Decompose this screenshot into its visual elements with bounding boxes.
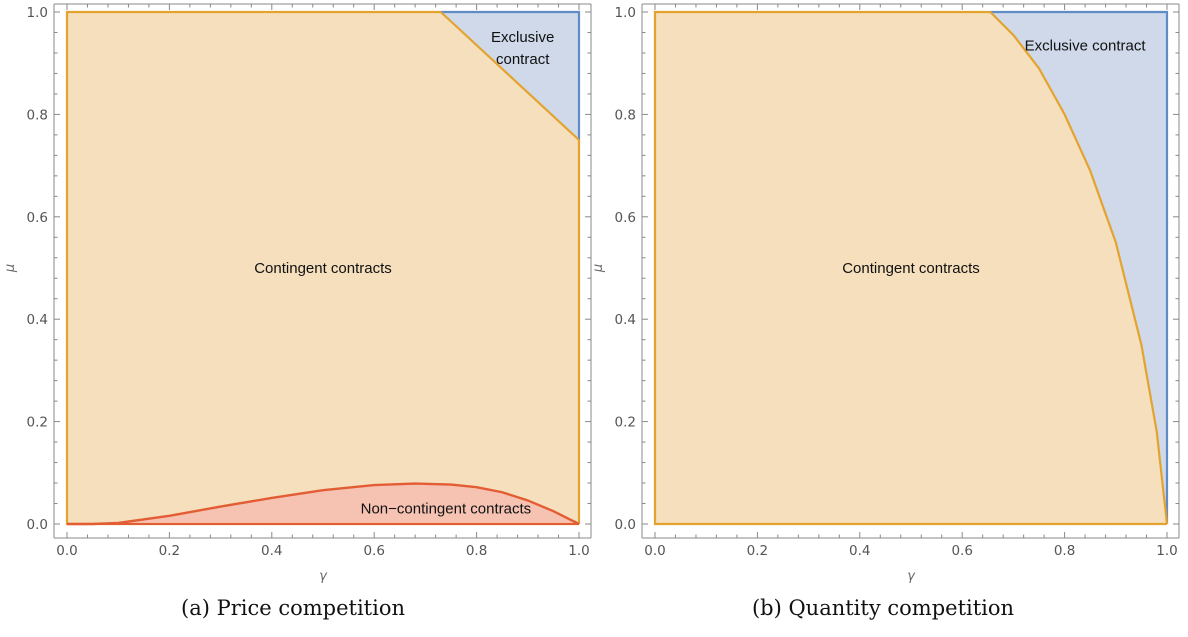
- region-label: contract: [496, 51, 550, 68]
- y-tick-label: 0.6: [615, 210, 636, 226]
- x-axis-label: γ: [907, 569, 916, 584]
- x-axis-label: γ: [319, 569, 328, 584]
- region-label: Non−contingent contracts: [361, 501, 532, 518]
- x-tick-label: 1.0: [568, 543, 589, 559]
- x-tick-label: 1.0: [1156, 543, 1177, 559]
- y-axis-label: μ: [3, 264, 18, 273]
- y-tick-label: 0.4: [27, 312, 48, 328]
- x-tick-label: 0.6: [363, 543, 384, 559]
- region-label: Exclusive contract: [1025, 37, 1147, 54]
- y-tick-label: 0.0: [27, 517, 48, 533]
- x-tick-label: 0.4: [261, 543, 282, 559]
- y-axis-label: μ: [591, 264, 606, 273]
- x-tick-label: 0.0: [644, 543, 665, 559]
- noncontingent-boundary: [67, 482, 580, 526]
- x-tick-label: 0.4: [849, 543, 870, 559]
- x-tick-label: 0.6: [951, 543, 972, 559]
- y-tick-label: 0.4: [615, 312, 636, 328]
- y-tick-label: 0.8: [27, 107, 48, 123]
- region-label: Contingent contracts: [842, 260, 980, 277]
- panel-quantity: 0.0 0.2 0.4 0.6 0.8 1.0 0.0 0.2 0.4 0.6 0.8 1.0 γ μ Co…: [591, 3, 1180, 620]
- x-tick-label: 0.0: [56, 543, 77, 559]
- panel-price: 0.0 0.2 0.4 0.6 0.8 1.0 0.0 0.2 0.4 0.6 0.8 1.0 γ μ Co…: [3, 3, 592, 620]
- y-tick-label: 0.8: [615, 107, 636, 123]
- x-tick-label: 0.2: [747, 543, 768, 559]
- y-tick-label: 1.0: [615, 5, 636, 21]
- panel-caption: (b) Quantity competition: [752, 596, 1014, 620]
- y-tick-label: 0.0: [615, 517, 636, 533]
- region-noncontingent: [67, 483, 579, 524]
- exclusive-outline: [440, 10, 581, 140]
- exclusive-boundary: [440, 11, 580, 141]
- x-tick-label: 0.8: [1054, 543, 1075, 559]
- y-tick-label: 0.6: [27, 210, 48, 226]
- region-label: Contingent contracts: [254, 260, 392, 277]
- x-tick-label: 0.8: [466, 543, 487, 559]
- region-exclusive: [990, 12, 1167, 524]
- panel-caption: (a) Price competition: [181, 596, 405, 620]
- contingent-outline: [653, 10, 1167, 526]
- region-contingent: [67, 12, 579, 524]
- x-tick-label: 0.2: [159, 543, 180, 559]
- exclusive-boundary: [989, 11, 1169, 525]
- y-tick-label: 0.2: [615, 415, 636, 431]
- region-label: Exclusive: [491, 29, 554, 46]
- y-tick-label: 0.2: [27, 415, 48, 431]
- region-exclusive: [440, 12, 579, 524]
- exclusive-outline: [990, 10, 1169, 524]
- y-tick-label: 1.0: [27, 5, 48, 21]
